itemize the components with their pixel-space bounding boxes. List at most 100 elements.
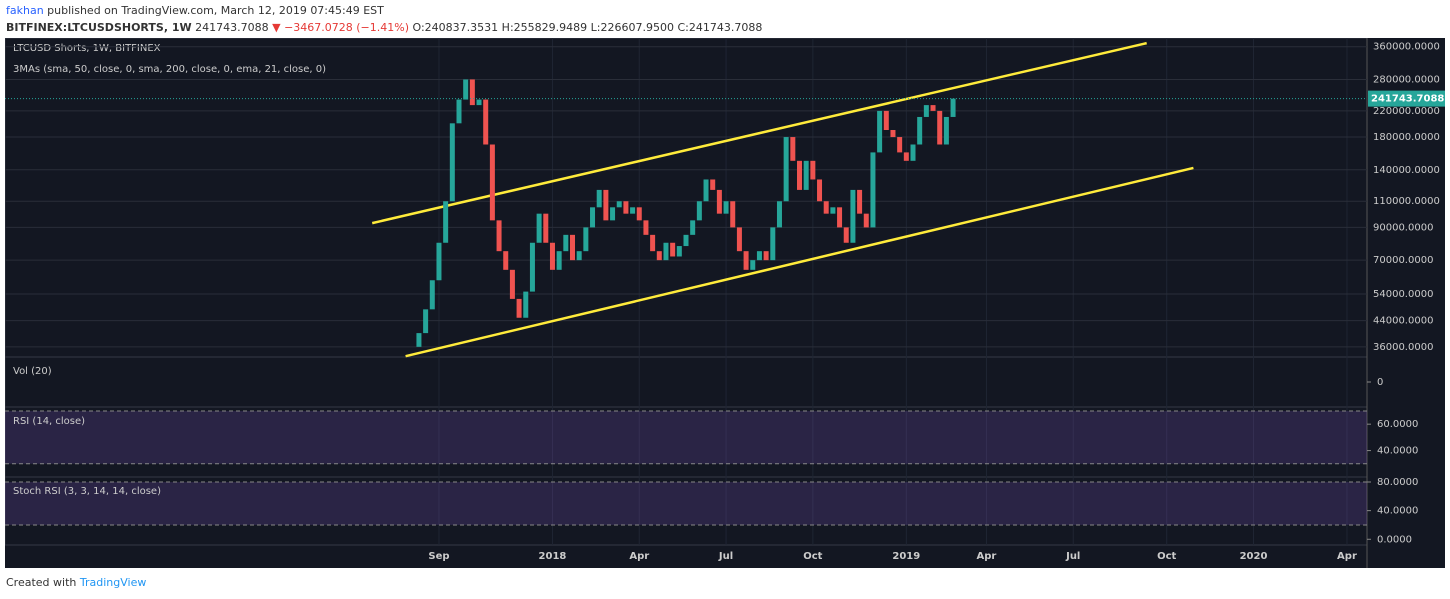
candle [576,251,582,261]
author[interactable]: fakhan [6,4,44,17]
candle [803,160,809,190]
candle [469,79,475,106]
candle [863,213,869,228]
candle [937,110,943,145]
candle [870,152,876,228]
candle [683,234,689,247]
candle [843,227,849,243]
last-price-box [1368,90,1445,107]
candle [503,251,509,270]
candle [696,201,702,221]
candle [857,189,863,214]
change: ▼ −3467.0728 (−1.41%) [272,21,410,34]
candle [590,207,596,228]
candle [910,144,916,161]
candle [770,227,776,261]
x-tick-label: Oct [1157,551,1176,562]
open: O:240837.3531 [412,21,499,34]
y-tick-label: 180000.0000 [1373,132,1440,143]
header: fakhan published on TradingView.com, Mar… [6,2,762,36]
panel-title: RSI (14, close) [13,416,85,427]
candle [663,242,669,261]
channel-line [371,41,1147,225]
candle [817,179,823,202]
candle [670,242,676,257]
x-tick-label: Apr [629,551,649,562]
created: Created with [6,576,77,589]
last-price-label: 241743.7088 [1371,94,1444,105]
candle [483,99,489,145]
candle [823,201,829,214]
candle [630,207,636,214]
candle [443,201,449,243]
candle [710,179,716,190]
panel-title: Vol (20) [13,366,52,377]
y-tick-label: 44000.0000 [1373,316,1433,327]
candle [429,280,435,310]
y-tick-label: 90000.0000 [1373,222,1433,233]
symbol: BITFINEX:LTCUSDSHORTS, 1W [6,21,192,34]
candle [810,160,816,180]
candle [603,189,609,221]
candle [610,207,616,221]
y-tick-label: 110000.0000 [1373,196,1440,207]
indicator: 3MAs (sma, 50, close, 0, sma, 200, close… [13,64,326,75]
close: C:241743.7088 [677,21,763,34]
y-tick-label: 60.0000 [1377,419,1418,430]
y-tick-label: 0 [1377,377,1383,388]
candle [723,201,729,214]
x-tick-label: Sep [428,551,449,562]
price: 241743.7088 [195,21,269,34]
x-tick-label: 2018 [539,551,567,562]
candle [549,242,555,270]
chart: LTCUSD Shorts, 1W, BITFINEX 3MAs (sma, 5… [5,38,1445,568]
candle [923,105,929,117]
x-tick-label: 2019 [892,551,920,562]
y-tick-label: 40.0000 [1377,506,1418,517]
panel-band [5,410,1367,464]
candle [536,213,542,243]
candle [516,298,522,318]
y-tick-label: 220000.0000 [1373,106,1440,117]
high: H:255829.9489 [501,21,588,34]
footer: Created with TradingView [6,576,146,589]
candle [456,99,462,124]
candle [636,207,642,221]
panel-band [5,482,1367,525]
candle [656,251,662,261]
candle [736,227,742,252]
candle [750,260,756,270]
x-tick-label: 2020 [1240,551,1268,562]
candle [570,234,575,261]
candle [596,189,602,208]
candle [416,333,422,347]
candle [883,110,889,131]
x-tick-label: Apr [977,551,997,562]
low: L:226607.9500 [590,21,674,34]
candle [756,251,762,261]
panel-title: Stoch RSI (3, 3, 14, 14, close) [13,486,161,497]
candle [903,152,909,161]
candle [790,137,796,161]
y-tick-label: 360000.0000 [1373,42,1440,53]
candle [529,242,535,292]
chart-title: LTCUSD Shorts, 1W, BITFINEX [13,43,161,54]
candle [930,105,936,111]
background [5,38,1445,568]
candle [943,116,949,145]
candle [730,201,736,228]
candle [830,207,836,214]
candle [776,201,782,228]
candle [716,189,722,214]
candle [489,144,495,221]
candle [650,234,656,252]
candle [556,251,562,270]
candle [463,79,469,100]
candle [850,189,856,243]
candle [950,98,956,117]
published: published on TradingView.com, March 12, … [47,4,384,17]
x-tick-label: Jul [1065,551,1080,562]
brand[interactable]: TradingView [79,576,147,589]
candle [703,179,709,202]
